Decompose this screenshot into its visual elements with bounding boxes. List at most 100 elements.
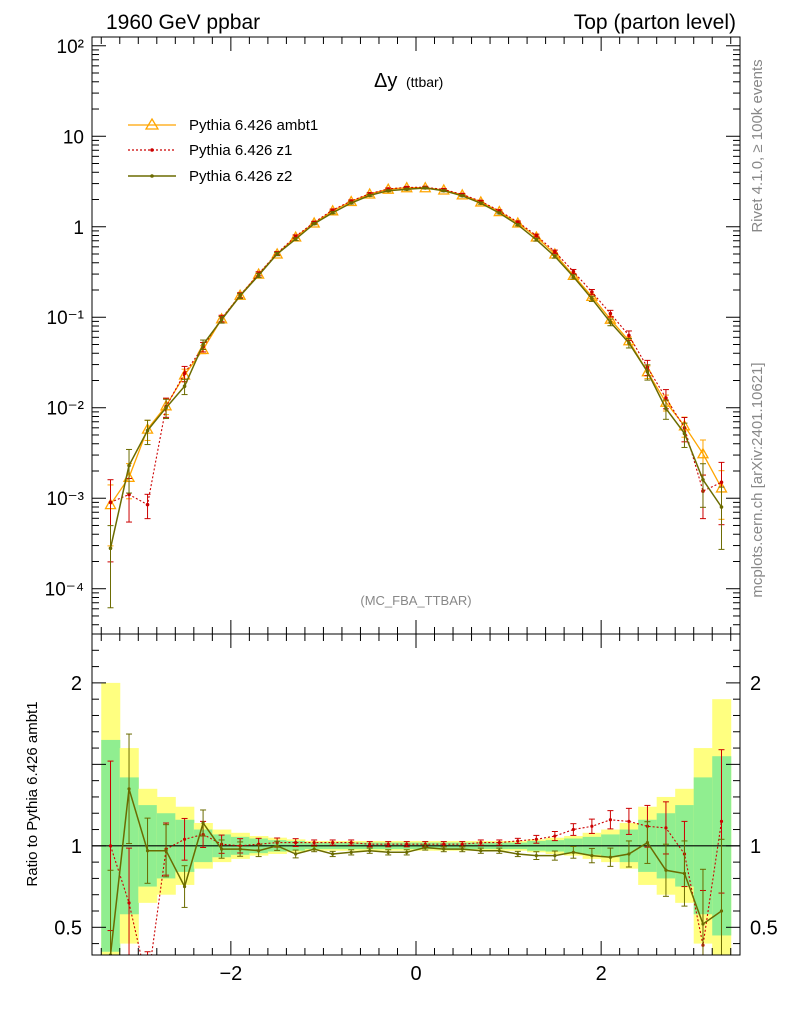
y-tick-label: 10⁻¹	[47, 308, 85, 329]
y-tick-label: 10⁻⁴	[45, 580, 84, 601]
data-point	[719, 480, 724, 485]
data-point	[553, 249, 557, 254]
ratio-point	[608, 818, 613, 822]
ratio-point	[405, 842, 409, 846]
data-point	[553, 254, 557, 259]
legend-item-z1: Pythia 6.426 z1	[128, 142, 292, 159]
x-tick-label: 0	[410, 963, 421, 985]
data-point	[330, 208, 335, 212]
data-point	[696, 447, 710, 459]
ratio-point	[627, 819, 631, 823]
data-point	[108, 546, 113, 551]
ratio-point	[182, 884, 187, 889]
ratio-point	[553, 834, 557, 838]
data-point	[145, 428, 150, 433]
ratio-point	[553, 854, 557, 858]
data-point	[382, 182, 395, 194]
data-point	[627, 341, 631, 345]
analysis-label: (MC_FBA_TTBAR)	[360, 593, 471, 608]
data-point	[182, 384, 187, 388]
ratio-point	[312, 847, 316, 851]
data-point	[516, 220, 520, 224]
legend-item-z2: Pythia 6.426 z2	[128, 168, 292, 185]
ratio-point	[664, 826, 668, 830]
plot-title-main: Δy	[374, 70, 397, 92]
ratio-point	[423, 845, 427, 850]
data-point	[293, 234, 298, 239]
ratio-point	[220, 847, 224, 851]
ratio-point	[479, 849, 483, 853]
plot-title-sub: (ttbar)	[406, 74, 443, 90]
ratio-point	[460, 847, 464, 851]
ratio-point	[479, 840, 483, 845]
legend-label-z2: Pythia 6.426 z2	[189, 168, 292, 185]
data-point	[182, 371, 187, 376]
ratio-point	[571, 850, 575, 854]
data-point	[312, 221, 316, 226]
main-panel: 10⁻⁴ 10⁻³ 10⁻² 10⁻¹ 1 10 10² Δy (ttbar) (MC_FB…	[45, 36, 741, 635]
ratio-point	[349, 850, 353, 854]
ratio-point	[682, 871, 687, 876]
plot-title: Δy (ttbar)	[374, 70, 443, 92]
ratio-point	[257, 849, 261, 853]
data-point	[608, 320, 613, 325]
ratio-point	[442, 847, 446, 851]
header-left: 1960 GeV ppbar	[106, 11, 260, 34]
ratio-point	[645, 840, 650, 845]
data-point	[275, 252, 279, 256]
ratio-frame	[91, 633, 741, 956]
data-point	[164, 405, 168, 410]
ratio-point	[294, 852, 298, 856]
ratio-y-tick-label: 0.5	[750, 917, 778, 939]
ratio-line-2	[109, 788, 722, 955]
header-right: Top (parton level)	[574, 11, 736, 34]
data-point	[590, 290, 594, 294]
ratio-y-tick-label: 1	[750, 836, 761, 858]
legend-label-z1: Pythia 6.426 z1	[189, 142, 292, 159]
ratio-point	[571, 827, 575, 832]
data-point	[534, 237, 539, 242]
data-point	[127, 463, 131, 468]
ratio-ylabel: Ratio to Pythia 6.426 ambt1	[24, 701, 41, 886]
data-point	[330, 210, 335, 215]
data-point	[201, 342, 205, 347]
legend-item-ambt1: Pythia 6.426 ambt1	[128, 117, 318, 134]
ratio-point	[108, 844, 113, 848]
ratio-point	[608, 855, 613, 859]
ratio-y-tick-label: 2	[750, 673, 761, 695]
ratio-point	[368, 842, 372, 846]
ratio-point	[719, 909, 724, 913]
ratio-point	[182, 837, 187, 841]
ratio-point	[146, 983, 149, 986]
ratio-point	[516, 839, 520, 843]
ratio-panel: −2 0 2 0.5 0.5 1 1 2 2 Ratio to Pythia 6.426 amb…	[24, 633, 778, 986]
ratio-point	[349, 840, 353, 845]
ratio-point	[497, 849, 501, 853]
data-point	[608, 311, 613, 316]
ratio-point	[590, 854, 594, 858]
y-tick-label: 10⁻²	[47, 399, 85, 420]
data-point	[664, 406, 668, 411]
data-point	[293, 237, 298, 241]
y-tick-label: 10²	[57, 37, 84, 58]
ratio-point	[386, 842, 390, 846]
ratio-point	[201, 821, 205, 825]
mcplots-label: mcplots.cern.ch [arXiv:2401.10621]	[749, 362, 766, 597]
data-point	[627, 333, 631, 338]
data-point	[234, 288, 247, 300]
triangle-marker-icon	[144, 117, 160, 130]
ratio-point	[294, 840, 298, 845]
ratio-point	[701, 922, 705, 926]
ratio-point	[127, 901, 131, 905]
data-point	[386, 188, 391, 193]
y-tick-label: 10⁻³	[47, 489, 85, 510]
ratio-point	[164, 849, 168, 853]
ratio-point	[590, 824, 594, 828]
y-tick-label: 10	[63, 127, 84, 148]
ratio-point	[664, 868, 668, 872]
ratio-point	[145, 849, 150, 853]
data-point	[423, 186, 428, 190]
ratio-point	[405, 850, 409, 854]
ratio-point	[331, 840, 335, 845]
